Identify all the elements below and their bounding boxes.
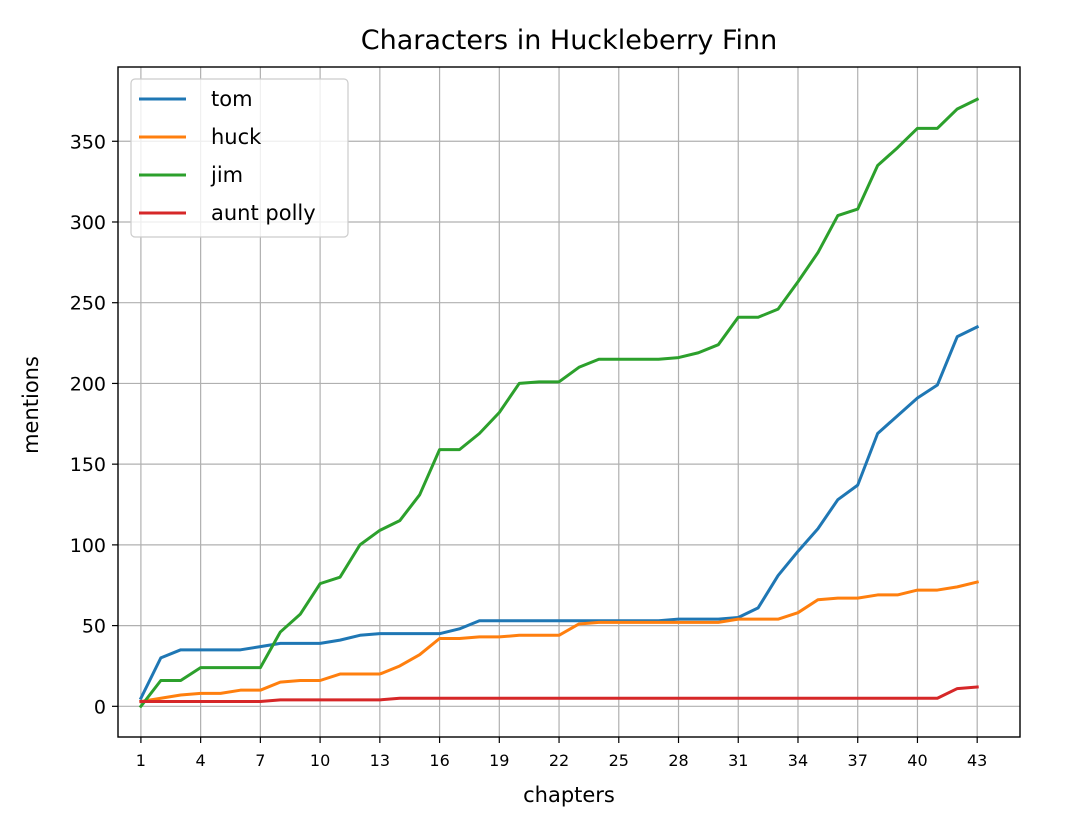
legend-entry: huck: [139, 125, 262, 149]
grid: [118, 67, 1020, 737]
y-tick-label: 300: [70, 212, 106, 234]
x-tick-label: 7: [255, 751, 265, 770]
series-line-huck: [139, 580, 980, 704]
legend-entry: jim: [139, 163, 243, 187]
x-tick-label: 13: [370, 751, 390, 770]
x-tick-label: 40: [907, 751, 927, 770]
x-axis-ticks: 1 4 7 10 13 16 19 22 25 28 31 34 37 40 43: [136, 737, 987, 770]
legend-entry: aunt polly: [139, 201, 316, 225]
x-tick-label: 4: [196, 751, 206, 770]
y-tick-label: 250: [70, 293, 106, 315]
series-lines: [138, 97, 980, 709]
y-tick-label: 100: [70, 535, 106, 557]
chart-title: Characters in Huckleberry Finn: [361, 25, 777, 56]
x-tick-label: 34: [788, 751, 808, 770]
y-axis-label: mentions: [19, 356, 43, 454]
x-tick-label: 10: [310, 751, 330, 770]
series-line-aunt-polly: [139, 685, 979, 703]
x-tick-label: 28: [668, 751, 688, 770]
legend: tom huck jim aunt polly: [130, 78, 349, 238]
legend-entry: tom: [139, 87, 253, 111]
y-tick-label: 200: [70, 373, 106, 395]
y-tick-label: 0: [94, 696, 106, 718]
x-axis-label: chapters: [523, 783, 615, 807]
x-tick-label: 22: [549, 751, 569, 770]
x-tick-label: 1: [136, 751, 146, 770]
legend-box: [130, 78, 349, 238]
y-tick-label: 50: [82, 616, 106, 638]
series-line-jim: [138, 97, 980, 709]
legend-label: aunt polly: [211, 201, 316, 225]
legend-label: tom: [211, 87, 253, 111]
x-tick-label: 31: [728, 751, 748, 770]
x-tick-label: 37: [848, 751, 868, 770]
y-tick-label: 150: [70, 454, 106, 476]
y-axis-ticks: 0 50 100 150 200 250 300 350: [70, 131, 118, 718]
x-tick-label: 19: [489, 751, 509, 770]
x-tick-label: 43: [967, 751, 987, 770]
x-tick-label: 25: [609, 751, 629, 770]
x-tick-label: 16: [429, 751, 449, 770]
legend-label: huck: [211, 125, 262, 149]
series-line-tom: [138, 324, 980, 701]
legend-label: jim: [210, 163, 243, 187]
y-tick-label: 350: [70, 131, 106, 153]
plot-frame: [117, 66, 1021, 738]
